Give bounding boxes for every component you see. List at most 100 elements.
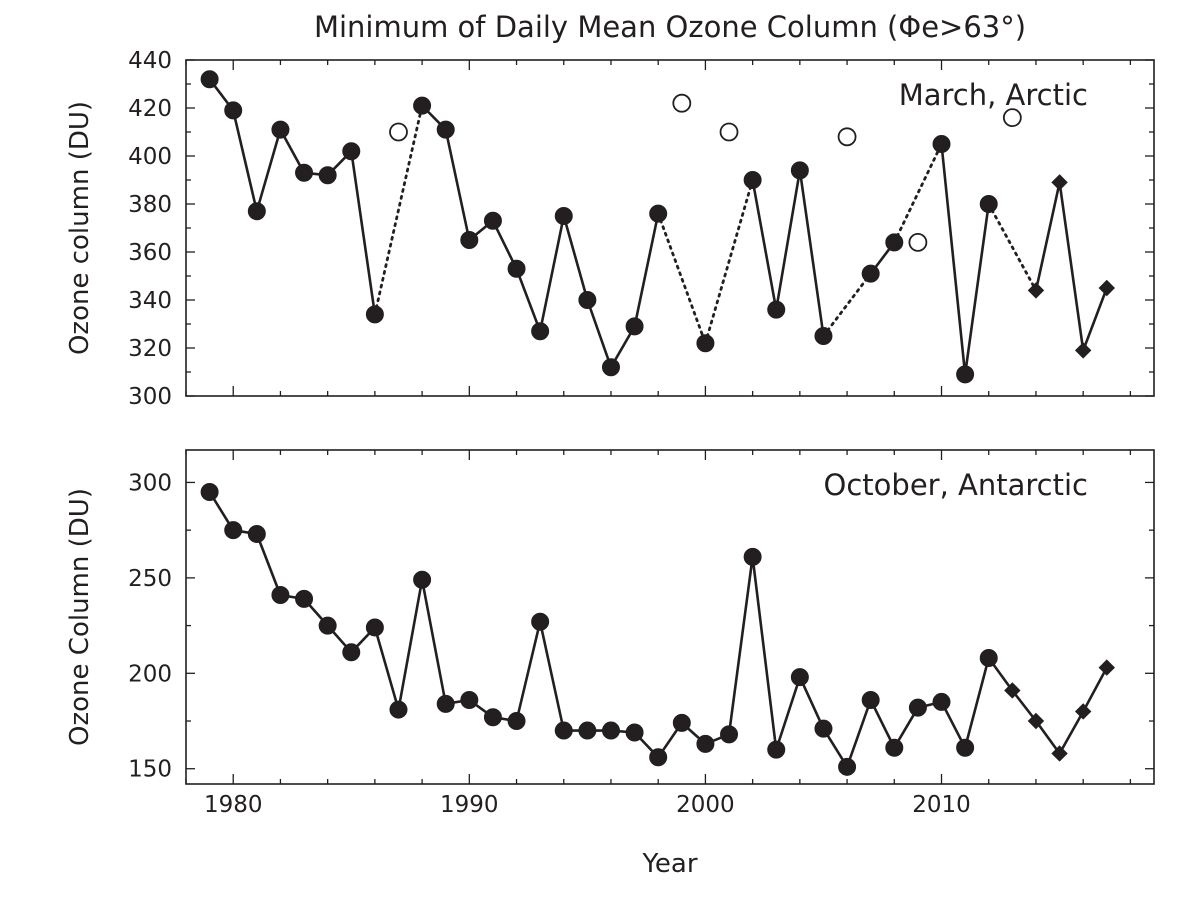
arctic-data-point (342, 142, 361, 161)
antarctic-xtick-label: 1980 (204, 792, 263, 818)
figure-title: Minimum of Daily Mean Ozone Column (Φe>6… (313, 10, 1027, 44)
antarctic-data-point (838, 757, 857, 776)
antarctic-xtick-label: 2000 (676, 792, 735, 818)
arctic-data-point-open (719, 122, 739, 142)
arctic-data-point-open (1002, 108, 1022, 127)
antarctic-ytick-label: 300 (128, 470, 172, 496)
arctic-data-point (790, 161, 809, 180)
arctic-y-axis-label: Ozone column (DU) (65, 101, 95, 355)
arctic-data-point (649, 204, 668, 223)
arctic-series-line (940, 143, 990, 376)
arctic-data-point (814, 327, 833, 345)
arctic-series-line-dotted (656, 212, 707, 345)
arctic-data-point (224, 101, 243, 120)
antarctic-data-point (956, 738, 975, 757)
arctic-data-point (460, 231, 479, 249)
arctic-data-point-diamond (1098, 279, 1115, 297)
antarctic-data-point-diamond (1098, 659, 1115, 676)
arctic-data-point (743, 171, 762, 189)
antarctic-data-point (932, 692, 951, 711)
arctic-data-point (531, 322, 550, 341)
antarctic-data-point (861, 691, 880, 710)
arctic-series-line (751, 169, 825, 337)
antarctic-data-point (413, 570, 432, 589)
antarctic-ytick-label: 200 (128, 661, 172, 687)
arctic-data-point-open (837, 127, 857, 147)
antarctic-data-point (720, 725, 739, 744)
arctic-data-point (767, 300, 786, 319)
antarctic-series-line (208, 491, 1108, 769)
antarctic-data-point-diamond (1027, 712, 1045, 730)
arctic-data-point (436, 120, 455, 139)
antarctic-data-point (672, 713, 691, 732)
arctic-series-line-dotted (822, 272, 873, 338)
antarctic-data-point (531, 612, 550, 631)
antarctic-xtick-label: 1990 (440, 792, 499, 818)
antarctic-data-point (389, 700, 408, 719)
arctic-data-point (578, 291, 597, 309)
antarctic-data-point (295, 589, 314, 608)
arctic-data-point-open (389, 122, 408, 142)
antarctic-data-point (507, 712, 526, 731)
arctic-panel-annotation: March, Arctic (899, 78, 1088, 112)
arctic-ytick-label: 360 (128, 240, 172, 266)
arctic-data-point (554, 207, 573, 225)
arctic-data-point (365, 305, 384, 324)
arctic-ytick-label: 380 (128, 192, 172, 218)
arctic-series-line-dotted (987, 202, 1038, 292)
antarctic-data-point (696, 734, 715, 753)
arctic-data-point (507, 259, 526, 278)
antarctic-data-point (247, 524, 266, 543)
antarctic-ytick-label: 250 (128, 566, 172, 592)
arctic-data-point (956, 365, 975, 384)
antarctic-data-point (318, 616, 337, 635)
arctic-data-point-diamond (1074, 342, 1092, 359)
antarctic-data-point (979, 649, 998, 668)
antarctic-data-point (578, 721, 597, 740)
arctic-series-line (1034, 181, 1109, 352)
arctic-ytick-label: 340 (128, 288, 172, 314)
arctic-data-point (483, 211, 502, 230)
arctic-data-point-open (908, 232, 928, 252)
arctic-ytick-label: 300 (128, 384, 172, 410)
arctic-series-line-dotted (373, 104, 424, 316)
antarctic-data-point (342, 643, 361, 662)
antarctic-data-point (908, 698, 927, 717)
arctic-data-point-diamond (1051, 174, 1068, 191)
antarctic-y-axis-label: Ozone Column (DU) (65, 488, 95, 746)
antarctic-data-point (649, 748, 668, 767)
arctic-data-point (601, 358, 620, 377)
arctic-data-point (271, 120, 290, 139)
antarctic-data-point (460, 691, 479, 710)
arctic-data-point (413, 96, 432, 115)
arctic-ytick-label: 320 (128, 336, 172, 362)
arctic-data-point-diamond (1027, 282, 1045, 299)
antarctic-data-point (483, 708, 502, 727)
arctic-data-point-open (672, 93, 692, 113)
arctic-ytick-label: 400 (128, 144, 172, 170)
antarctic-data-point-diamond (1074, 703, 1092, 720)
arctic-data-point (696, 334, 715, 353)
antarctic-data-point (814, 719, 833, 738)
arctic-series-line-dotted (892, 142, 943, 244)
arctic-data-point (625, 317, 644, 336)
antarctic-data-point (200, 482, 219, 501)
arctic-data-point (979, 195, 998, 213)
antarctic-data-point-diamond (1051, 745, 1068, 762)
antarctic-x-axis-label: Year (641, 849, 697, 879)
antarctic-data-point (743, 547, 762, 566)
arctic-data-point (932, 135, 951, 153)
antarctic-data-point-diamond (1004, 682, 1021, 699)
arctic-data-point (200, 70, 219, 89)
antarctic-panel-annotation: October, Antarctic (824, 468, 1088, 502)
antarctic-data-point (601, 721, 620, 740)
antarctic-data-point (885, 738, 904, 757)
antarctic-data-point (554, 721, 573, 740)
antarctic-data-point (625, 723, 644, 742)
arctic-series-line-dotted (704, 178, 754, 345)
arctic-data-point (885, 233, 904, 252)
arctic-data-point (295, 163, 314, 182)
arctic-data-point (318, 166, 337, 185)
